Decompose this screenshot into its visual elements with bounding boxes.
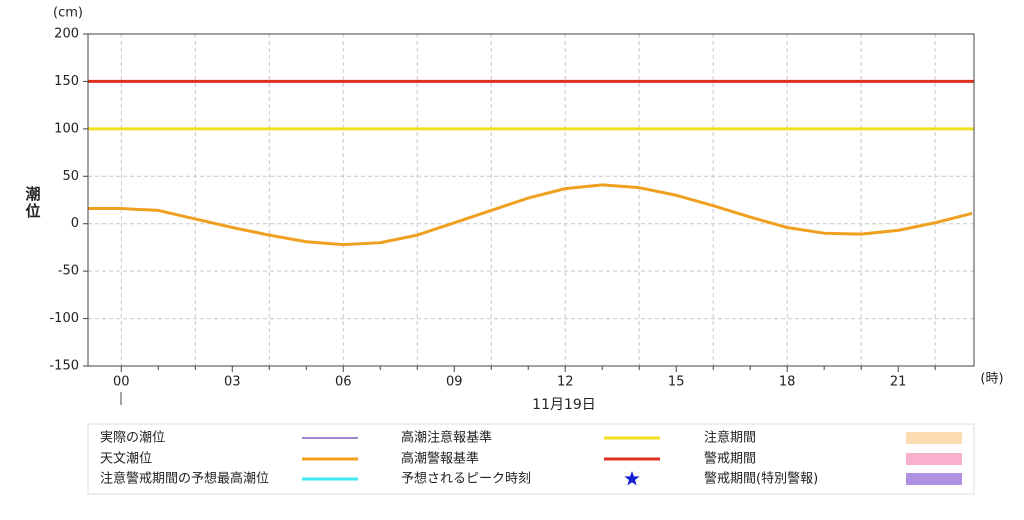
legend-swatch — [906, 473, 962, 485]
legend-swatch — [906, 432, 962, 444]
x-tick-label: 06 — [335, 375, 352, 390]
y-tick-label: 100 — [54, 121, 79, 136]
y-tick-label: 150 — [54, 74, 79, 89]
legend-label: 警戒期間 — [704, 451, 756, 467]
legend-label: 注意期間 — [704, 430, 756, 446]
legend-swatch — [624, 471, 640, 486]
legend-label: 高潮注意報基準 — [401, 430, 492, 446]
y-tick-label: 200 — [54, 27, 79, 42]
y-tick-label: -150 — [49, 359, 79, 374]
plot-area — [88, 79, 974, 247]
legend-label: 予想されるピーク時刻 — [401, 471, 531, 487]
x-unit: (時) — [980, 372, 1003, 387]
legend-label: 天文潮位 — [100, 452, 152, 467]
y-tick-label: 0 — [71, 216, 79, 231]
legend-label: 実際の潮位 — [100, 430, 165, 446]
y-tick-label: -50 — [58, 264, 79, 279]
legend-label: 注意警戒期間の予想最高潮位 — [100, 471, 269, 487]
x-tick-label: 03 — [224, 375, 241, 390]
x-tick-label: 00 — [113, 375, 130, 390]
legend-label: 警戒期間(特別警報) — [704, 471, 818, 487]
tide-line — [88, 183, 973, 247]
legend-box — [87, 423, 975, 495]
y-unit: (cm) — [53, 6, 83, 21]
legend-label: 高潮警報基準 — [401, 451, 479, 467]
x-tick-label: 21 — [890, 375, 907, 390]
y-axis-label: 潮位 — [24, 185, 42, 220]
x-tick-label: 12 — [557, 375, 574, 390]
date-label: 11月19日 — [532, 397, 596, 413]
x-tick-label: 18 — [779, 375, 796, 390]
legend-swatch — [906, 453, 962, 465]
plot-frame — [87, 33, 975, 367]
y-tick-label: -100 — [49, 311, 79, 326]
x-tick-label: 15 — [668, 375, 685, 390]
x-tick-label: 09 — [446, 375, 463, 390]
y-tick-label: 50 — [62, 169, 79, 184]
